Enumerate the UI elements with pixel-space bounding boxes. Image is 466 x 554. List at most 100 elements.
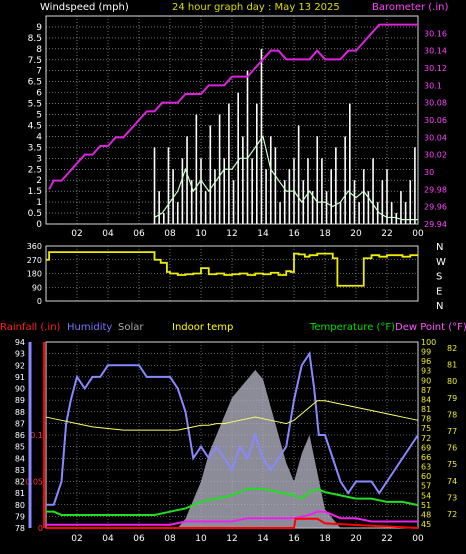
- humidity-tick: 81: [15, 489, 25, 498]
- legend-label: Indoor temp: [172, 322, 233, 333]
- humidity-tick: 79: [15, 512, 25, 521]
- direction-y-tick: 90: [32, 283, 42, 292]
- dewpoint-line: [46, 510, 418, 526]
- barometer-tick: 30.16: [424, 29, 447, 38]
- indoor-temp-tick: 82: [447, 344, 457, 353]
- wind-x-tick: 14: [257, 229, 269, 239]
- legend-label: Rainfall (.in): [0, 322, 61, 333]
- wind-y-tick: 1: [36, 198, 42, 208]
- temperature-tick: 60: [421, 472, 431, 481]
- temperature-tick: 57: [421, 482, 431, 491]
- wind-x-tick: 20: [350, 229, 362, 239]
- rainfall-line: [46, 517, 419, 529]
- wind-axis-title: Windspeed (mph): [40, 2, 129, 13]
- direction-y-tick: 180: [27, 270, 42, 279]
- barometer-tick: 30.02: [424, 151, 447, 160]
- graph-title: 24 hour graph day : May 13 2025: [172, 2, 340, 13]
- barometer-tick: 29.98: [424, 185, 447, 194]
- temperature-tick: 96: [421, 357, 431, 366]
- wind-y-tick: 4.5: [28, 121, 42, 131]
- climate-x-tick: 06: [133, 534, 145, 544]
- climate-x-tick: 18: [319, 534, 331, 544]
- climate-x-tick: 20: [350, 534, 362, 544]
- compass-label: W: [436, 257, 446, 268]
- wind-y-tick: 5.5: [28, 100, 42, 110]
- indoor-temp-line: [45, 400, 419, 431]
- barometer-tick: 30: [424, 168, 434, 177]
- rain-tick: 0.1: [30, 431, 43, 440]
- climate-x-tick: 02: [71, 534, 82, 544]
- rain-tick: 0: [38, 524, 43, 533]
- wind-direction-line: [46, 251, 418, 287]
- wind-y-tick: 3: [36, 154, 42, 164]
- compass-label: N: [436, 301, 443, 312]
- humidity-tick: 78: [15, 524, 25, 533]
- climate-x-tick: 14: [257, 534, 269, 544]
- legend-label: Solar: [118, 322, 144, 333]
- temperature-tick: 75: [421, 424, 431, 433]
- wind-y-tick: 3.5: [28, 143, 42, 153]
- direction-y-tick: 0: [37, 297, 42, 306]
- climate-x-tick: 08: [164, 534, 176, 544]
- climate-x-tick: 04: [102, 534, 114, 544]
- barometer-tick: 30.04: [424, 133, 447, 142]
- wind-y-tick: 6: [36, 89, 42, 99]
- wind-x-tick: 10: [195, 229, 207, 239]
- legend-label: Dew Point (°F): [395, 322, 466, 333]
- climate-x-tick: 16: [288, 534, 300, 544]
- temperature-tick: 100: [421, 338, 436, 347]
- temperature-tick: 63: [421, 463, 431, 472]
- humidity-tick: 85: [15, 443, 25, 452]
- humidity-line: [46, 350, 419, 506]
- temperature-tick: 99: [421, 348, 431, 357]
- indoor-temp-tick: 72: [447, 510, 457, 519]
- wind-x-tick: 08: [164, 229, 176, 239]
- humidity-tick: 83: [15, 466, 25, 475]
- wind-x-tick: 18: [319, 229, 331, 239]
- wind-x-tick: 00: [412, 229, 424, 239]
- humidity-tick: 92: [15, 361, 25, 370]
- wind-x-tick: 12: [226, 229, 237, 239]
- wind-y-tick: 8.5: [28, 34, 42, 44]
- wind-x-tick: 02: [71, 229, 82, 239]
- wind-y-tick: 4: [36, 132, 42, 142]
- temperature-tick: 93: [421, 367, 431, 376]
- humidity-tick: 88: [15, 408, 25, 417]
- wind-x-tick: 04: [102, 229, 114, 239]
- indoor-temp-tick: 76: [447, 444, 457, 453]
- temperature-tick: 51: [421, 501, 431, 510]
- temperature-tick: 78: [421, 415, 431, 424]
- indoor-temp-tick: 81: [447, 361, 457, 370]
- temperature-tick: 90: [421, 376, 431, 385]
- wind-y-tick: 0.5: [28, 209, 42, 219]
- humidity-tick: 86: [15, 431, 25, 440]
- direction-y-tick: 270: [27, 256, 42, 265]
- compass-label: E: [436, 286, 442, 297]
- humidity-tick: 94: [15, 338, 25, 347]
- indoor-temp-tick: 74: [447, 477, 457, 486]
- rain-tick: 0.05: [25, 478, 43, 487]
- wind-x-tick: 16: [288, 229, 300, 239]
- temperature-tick: 81: [421, 405, 431, 414]
- barometer-line: [48, 23, 418, 190]
- wind-y-tick: 5: [36, 111, 42, 121]
- indoor-temp-tick: 75: [447, 460, 457, 469]
- temperature-tick: 48: [421, 510, 431, 519]
- wind-y-tick: 7: [36, 67, 42, 77]
- climate-x-tick: 22: [381, 534, 392, 544]
- barometer-tick: 30.06: [424, 116, 447, 125]
- wind-y-tick: 2: [36, 176, 42, 186]
- barometer-tick: 30.14: [424, 47, 447, 56]
- wind-panel: 00.511.522.533.544.555.566.577.588.59 02 0…: [28, 2, 449, 239]
- temperature-tick: 54: [421, 491, 431, 500]
- compass-label: S: [436, 272, 442, 283]
- barometer-tick: 30.08: [424, 99, 447, 108]
- compass-label: N: [436, 242, 443, 253]
- humidity-tick: 87: [15, 419, 25, 428]
- temperature-tick: 72: [421, 434, 431, 443]
- humidity-tick: 90: [15, 385, 25, 394]
- temperature-tick: 69: [421, 443, 431, 452]
- wind-y-tick: 0: [36, 220, 42, 230]
- barometer-tick: 29.94: [424, 220, 447, 229]
